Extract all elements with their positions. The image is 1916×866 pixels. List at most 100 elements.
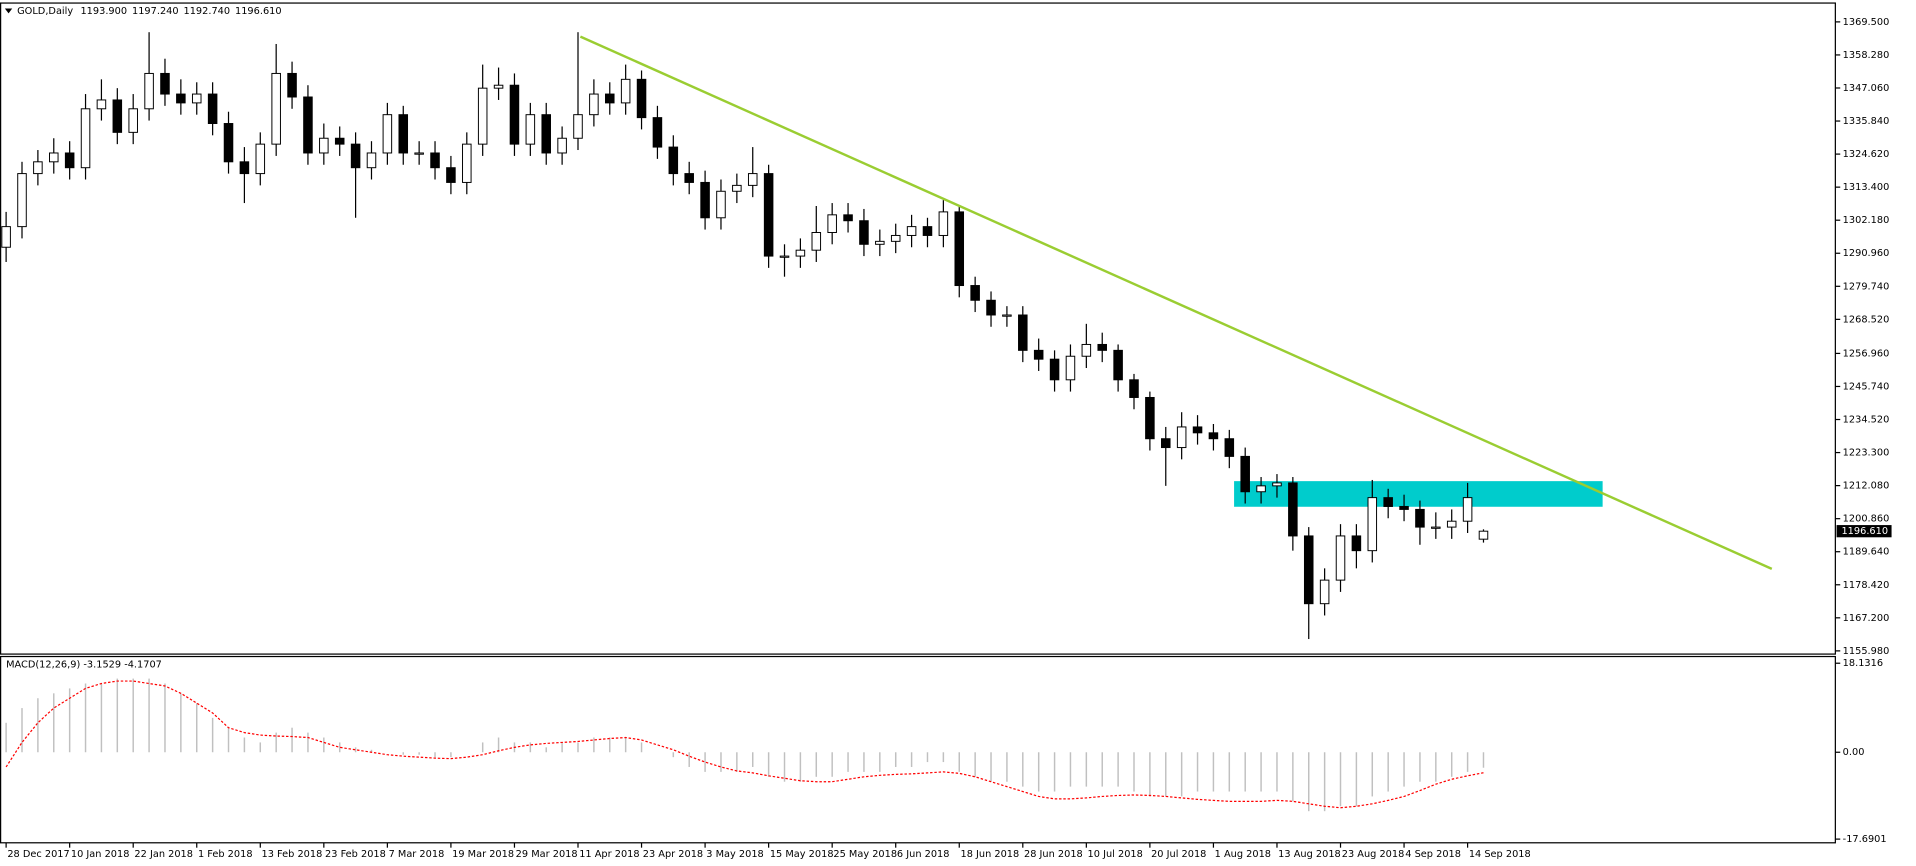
x-tick-label: 29 Mar 2018 <box>516 849 578 860</box>
candle-body <box>1319 579 1330 605</box>
y-tick-label: 1268.520 <box>1843 314 1890 325</box>
chart-title: GOLD,Daily <box>17 6 73 17</box>
candle-body <box>1351 535 1362 552</box>
candle-body <box>827 214 837 234</box>
candle-body <box>1097 343 1107 351</box>
candle-body <box>1446 520 1457 528</box>
candle-body <box>144 72 154 110</box>
y-tick-label: 1279.740 <box>1843 281 1890 292</box>
candle-body <box>1065 355 1076 381</box>
x-tick-label: 19 Mar 2018 <box>452 849 514 860</box>
candle-body <box>811 232 822 251</box>
candle-body <box>96 99 107 110</box>
candle-body <box>1033 349 1044 360</box>
y-tick-label: 1369.500 <box>1843 17 1890 28</box>
candle-body <box>366 152 377 169</box>
candle-body <box>1415 508 1425 528</box>
candle-body <box>414 152 424 155</box>
candle-body <box>700 181 710 219</box>
x-tick-label: 3 May 2018 <box>706 849 763 860</box>
x-tick-label: 22 Jan 2018 <box>134 849 193 860</box>
candle-body <box>509 84 520 145</box>
candle-body <box>1478 530 1489 540</box>
candle-body <box>541 114 551 154</box>
y-tick-label: 0.00 <box>1843 747 1865 758</box>
candle-body <box>1081 343 1092 357</box>
candle-body <box>684 173 694 183</box>
x-tick-label: 18 Jun 2018 <box>960 849 1019 860</box>
candle-body <box>668 146 679 175</box>
y-tick-label: 1335.840 <box>1843 116 1890 127</box>
candle-body <box>128 108 138 133</box>
candle-body <box>1208 432 1219 440</box>
candle-body <box>382 114 393 154</box>
y-tick-label: 1256.960 <box>1843 348 1890 359</box>
candle-body <box>922 226 933 236</box>
candle-body <box>732 184 742 192</box>
candle-body <box>1303 535 1314 605</box>
header-value: 1193.900 <box>80 6 127 17</box>
x-tick-label: 1 Feb 2018 <box>198 849 253 860</box>
candle-body <box>1176 426 1187 449</box>
candle-body <box>303 96 313 154</box>
candle-body <box>1002 314 1012 317</box>
candle-body <box>350 143 361 169</box>
candle-body <box>319 137 329 154</box>
y-tick-label: 1155.980 <box>1843 646 1890 657</box>
x-tick-label: 10 Jan 2018 <box>71 849 130 860</box>
x-tick-label: 13 Aug 2018 <box>1278 849 1341 860</box>
candle-body <box>795 249 806 257</box>
candle-body <box>430 152 440 169</box>
y-tick-label: -17.6901 <box>1843 834 1887 845</box>
candle-body <box>207 93 218 125</box>
y-tick-label: 1245.740 <box>1843 381 1890 392</box>
candle-body <box>906 226 917 236</box>
candle-body <box>1224 438 1235 457</box>
candle-body <box>1431 526 1441 529</box>
x-tick-label: 15 May 2018 <box>770 849 834 860</box>
candle-body <box>652 117 663 148</box>
candle-body <box>1161 438 1171 449</box>
y-tick-label: 1200.860 <box>1843 514 1890 525</box>
candle-body <box>112 99 123 133</box>
candle-body <box>1018 314 1028 351</box>
candle-body <box>1129 379 1139 398</box>
y-tick-label: 1178.420 <box>1843 580 1890 591</box>
price-tag-label: 1196.610 <box>1841 526 1888 537</box>
candle-body <box>1 226 11 248</box>
candle-body <box>191 93 202 104</box>
price-frame <box>0 2 1836 655</box>
candle-body <box>1192 426 1203 434</box>
candle-body <box>398 114 409 154</box>
header-value: 1192.740 <box>183 6 230 17</box>
candle-body <box>747 173 758 186</box>
candle-body <box>1049 358 1060 381</box>
candle-body <box>80 108 91 169</box>
candle-body <box>605 93 615 104</box>
candle-body <box>970 285 980 301</box>
x-tick-label: 23 Apr 2018 <box>643 849 703 860</box>
x-tick-label: 25 May 2018 <box>833 849 897 860</box>
x-tick-label: 1 Aug 2018 <box>1215 849 1271 860</box>
x-tick-label: 28 Dec 2017 <box>7 849 69 860</box>
x-tick-label: 10 Jul 2018 <box>1088 849 1143 860</box>
candle-body <box>716 190 726 219</box>
candle-body <box>255 143 266 175</box>
candle-body <box>859 220 869 245</box>
candle-body <box>334 137 345 145</box>
candle-body <box>573 114 583 139</box>
menu-arrow[interactable] <box>4 8 13 14</box>
price-tag <box>1836 525 1892 538</box>
macd-frame <box>0 655 1836 844</box>
x-tick-label: 20 Jul 2018 <box>1151 849 1206 860</box>
candle-body <box>287 72 297 98</box>
candle-body <box>1462 497 1473 522</box>
candle-body <box>1399 505 1409 510</box>
y-tick-label: 1324.620 <box>1843 149 1890 160</box>
candle-body <box>49 152 59 163</box>
y-tick-label: 18.1316 <box>1843 658 1883 669</box>
candle-body <box>890 234 901 242</box>
x-tick-label: 4 Sep 2018 <box>1405 849 1461 860</box>
candle-body <box>1272 482 1282 487</box>
